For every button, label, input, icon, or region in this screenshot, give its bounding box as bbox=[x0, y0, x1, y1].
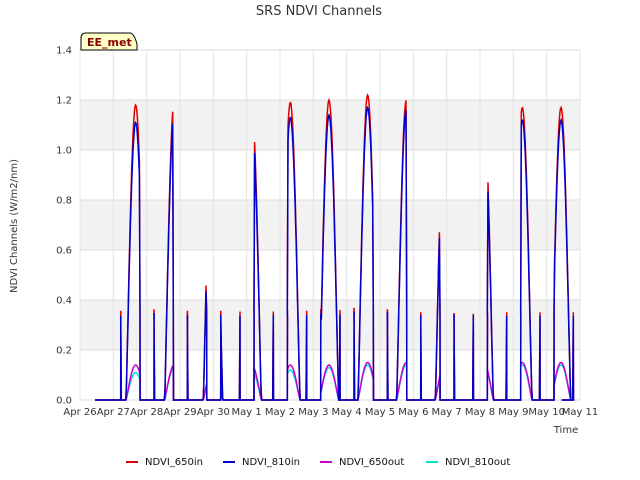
band bbox=[80, 200, 580, 250]
y-tick-label: 1.4 bbox=[56, 46, 72, 57]
y-tick-label: 0.6 bbox=[56, 246, 72, 257]
legend-label: NDVI_650in bbox=[145, 457, 203, 468]
y-tick-label: 0.8 bbox=[56, 196, 72, 207]
x-axis-title: Time bbox=[553, 425, 578, 436]
x-tick-label: Apr 29 bbox=[163, 407, 196, 418]
legend-label: NDVI_650out bbox=[339, 457, 404, 468]
x-tick-label: May 8 bbox=[465, 407, 495, 418]
x-tick-label: May 4 bbox=[332, 407, 362, 418]
x-tick-label: Apr 30 bbox=[197, 407, 230, 418]
x-tick-label: Apr 27 bbox=[97, 407, 130, 418]
chart-title: SRS NDVI Channels bbox=[256, 4, 382, 19]
y-tick-label: 1.0 bbox=[56, 146, 72, 157]
grid-lines bbox=[79, 49, 581, 401]
background-bands bbox=[80, 100, 580, 350]
y-axis-title: NDVI Channels (W/m2/nm) bbox=[9, 159, 20, 293]
x-tick-label: May 5 bbox=[365, 407, 395, 418]
badge-shape bbox=[80, 32, 138, 51]
y-tick-label: 0.2 bbox=[56, 346, 72, 357]
series-group bbox=[95, 93, 575, 401]
x-tick-label: May 9 bbox=[498, 407, 528, 418]
y-tick-label: 0.4 bbox=[56, 296, 72, 307]
x-tick-label: May 10 bbox=[528, 407, 565, 418]
legend-label: NDVI_810out bbox=[445, 457, 510, 468]
x-tick-label: May 7 bbox=[432, 407, 462, 418]
x-tick-label: May 11 bbox=[562, 407, 599, 418]
x-tick-label: Apr 28 bbox=[130, 407, 163, 418]
y-tick-label: 1.2 bbox=[56, 96, 72, 107]
legend: NDVI_650in NDVI_810in NDVI_650out NDVI_810o… bbox=[126, 457, 510, 468]
legend-label: NDVI_810in bbox=[242, 457, 300, 468]
x-tick-label: Apr 26 bbox=[63, 407, 96, 418]
y-axis-ticks: 0.0 0.2 0.4 0.6 0.8 1.0 1.2 1.4 bbox=[56, 46, 72, 407]
x-tick-label: May 6 bbox=[398, 407, 428, 418]
station-badge: EE_met bbox=[80, 32, 138, 51]
x-tick-label: May 1 bbox=[232, 407, 262, 418]
band bbox=[80, 300, 580, 350]
x-axis-ticks: Apr 26 Apr 27 Apr 28 Apr 29 Apr 30 May 1 May 2… bbox=[63, 407, 598, 418]
x-tick-label: May 2 bbox=[265, 407, 295, 418]
y-tick-label: 0.0 bbox=[56, 396, 72, 407]
series-line-ndvi_810in bbox=[95, 105, 575, 401]
badge-label: EE_met bbox=[87, 36, 132, 49]
x-tick-label: May 3 bbox=[298, 407, 328, 418]
